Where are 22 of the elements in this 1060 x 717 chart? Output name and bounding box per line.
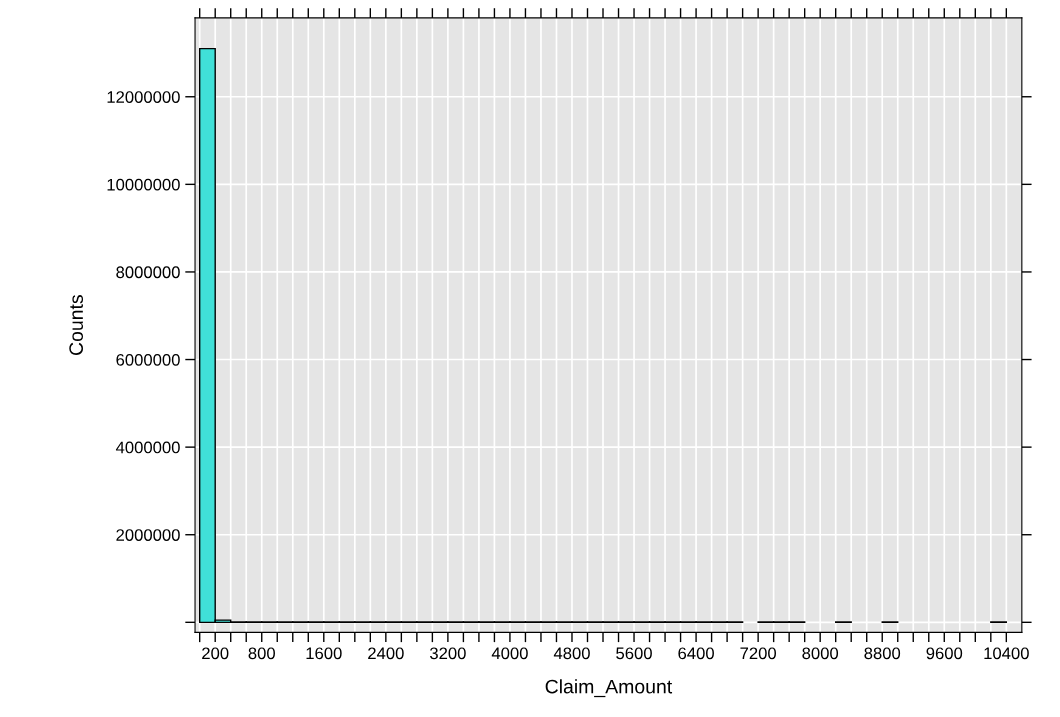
x-tick-label: 4800	[553, 647, 590, 660]
x-tick-label: 6400	[678, 647, 714, 660]
y-tick-label: 6000000	[116, 353, 180, 366]
x-tick-label: 8000	[802, 647, 839, 660]
x-tick-label: 2400	[368, 647, 404, 660]
x-tick-label: 3200	[429, 647, 466, 660]
x-tick-label: 10400	[984, 647, 1029, 660]
x-tick-label: 1600	[306, 647, 342, 660]
x-tick-label: 5600	[616, 647, 652, 660]
x-tick-label: 9600	[926, 647, 963, 660]
y-tick-label: 2000000	[116, 529, 180, 541]
x-axis-title: Claim_Amount	[545, 679, 673, 698]
x-tick-label: 800	[248, 647, 275, 660]
y-tick-label: 8000000	[116, 266, 180, 279]
y-tick-label: 4000000	[115, 441, 180, 454]
y-tick-label: 12000000	[107, 91, 180, 103]
x-tick-label: 7200	[740, 647, 777, 660]
x-tick-label: 8800	[864, 647, 901, 660]
x-tick-label: 200	[202, 647, 229, 660]
x-tick-label: 4000	[491, 647, 528, 660]
y-tick-label: 10000000	[107, 178, 180, 191]
y-axis-title: Counts	[69, 295, 84, 355]
